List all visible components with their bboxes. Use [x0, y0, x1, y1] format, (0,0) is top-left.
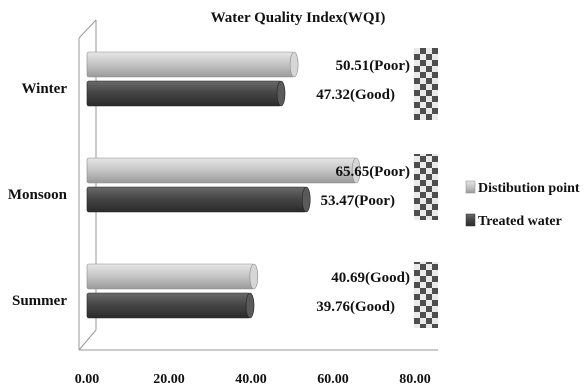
category-label-summer: Summer: [12, 293, 67, 309]
data-label-distribution-summer: 40.69(Good): [331, 270, 410, 286]
x-tick-label: 20.00: [153, 372, 185, 387]
decorative-checker-blocks: [414, 48, 438, 328]
bar-cap-distribution-monsoon: [351, 157, 361, 184]
bar-distribution-monsoon: [86, 157, 357, 184]
bar-cap-treated-winter: [276, 80, 286, 107]
x-tick-label: 80.00: [399, 372, 431, 387]
data-label-distribution-winter: 50.51(Poor): [335, 58, 410, 74]
bar-distribution-summer: [86, 263, 255, 290]
data-label-treated-winter: 47.32(Good): [316, 87, 395, 103]
x-axis-ticks: 0.00 20.00 40.00 60.00 80.00: [75, 372, 431, 387]
category-label-winter: Winter: [21, 81, 67, 97]
bar-treated-winter: [86, 80, 282, 107]
x-tick-label: 60.00: [317, 372, 349, 387]
bar-cap-distribution-winter: [289, 51, 299, 78]
legend-swatch-treated: [465, 213, 476, 227]
legend: Distibution point Treated water: [465, 180, 580, 229]
data-label-treated-summer: 39.76(Good): [316, 299, 395, 315]
bar-cap-distribution-summer: [249, 263, 259, 290]
bar-cap-treated-monsoon: [301, 186, 311, 213]
category-label-monsoon: Monsoon: [8, 187, 68, 203]
legend-swatch-distribution: [465, 180, 476, 194]
x-tick-label: 40.00: [235, 372, 267, 387]
data-label-distribution-monsoon: 65.65(Poor): [335, 164, 410, 180]
bars-group: Winter 50.51(Poor) 47.32(Good) Monsoon 65.65…: [8, 51, 410, 319]
legend-label-treated: Treated water: [478, 214, 562, 229]
chart-title: Water Quality Index(WQI): [211, 10, 386, 26]
bar-treated-summer: [86, 292, 251, 319]
bar-distribution-winter: [86, 51, 295, 78]
data-label-treated-monsoon: 53.47(Poor): [320, 193, 395, 209]
bar-cap-treated-summer: [245, 292, 255, 319]
x-tick-label: 0.00: [75, 372, 100, 387]
legend-label-distribution: Distibution point: [478, 181, 580, 196]
bar-treated-monsoon: [86, 186, 307, 213]
